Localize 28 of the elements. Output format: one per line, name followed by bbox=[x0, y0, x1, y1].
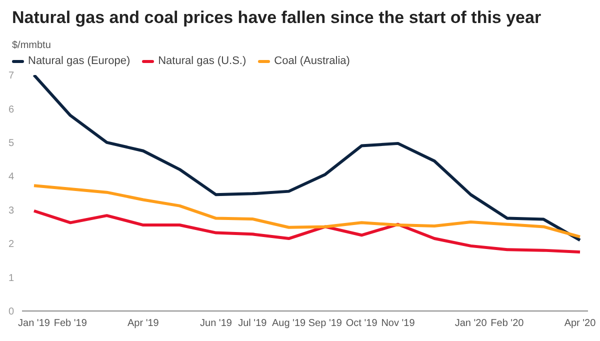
line-series bbox=[32, 184, 582, 238]
chart-title: Natural gas and coal prices have fallen since the start of this year bbox=[12, 8, 542, 28]
y-tick-label: 4 bbox=[8, 172, 14, 183]
x-tick-label: Feb '19 bbox=[54, 318, 88, 330]
x-tick-label: Feb '20 bbox=[490, 318, 524, 330]
y-tick-label: 6 bbox=[8, 104, 14, 116]
y-tick-label: 2 bbox=[8, 239, 14, 250]
x-tick-label: Apr '19 bbox=[128, 318, 160, 330]
y-tick-label: 5 bbox=[8, 138, 14, 149]
x-tick-label: Aug '19 bbox=[272, 318, 306, 330]
legend-label: Natural gas (U.S.) bbox=[157, 55, 246, 67]
x-tick-label: Jan '20 bbox=[454, 318, 488, 330]
x-tick-label: Apr '20 bbox=[564, 318, 596, 330]
y-tick-label: 3 bbox=[8, 205, 14, 216]
y-tick-label: 0 bbox=[8, 306, 14, 318]
y-tick-label: 1 bbox=[8, 272, 14, 284]
y-tick-label: 7 bbox=[8, 70, 14, 82]
x-tick-label: Nov '19 bbox=[381, 318, 416, 330]
x-tick-label: Jun '19 bbox=[200, 318, 232, 330]
x-tick-label: Jan '19 bbox=[18, 318, 50, 330]
x-tick-label: Oct '19 bbox=[346, 318, 378, 330]
line-series bbox=[32, 75, 582, 242]
legend-label: Coal (Australia) bbox=[273, 55, 350, 67]
legend-label: Natural gas (Europe) bbox=[27, 55, 130, 67]
line-series bbox=[32, 209, 582, 254]
y-axis-title: $/mmbtu bbox=[12, 40, 52, 51]
x-tick-label: Jul '19 bbox=[238, 318, 268, 330]
x-tick-label: Sep '19 bbox=[308, 318, 342, 330]
